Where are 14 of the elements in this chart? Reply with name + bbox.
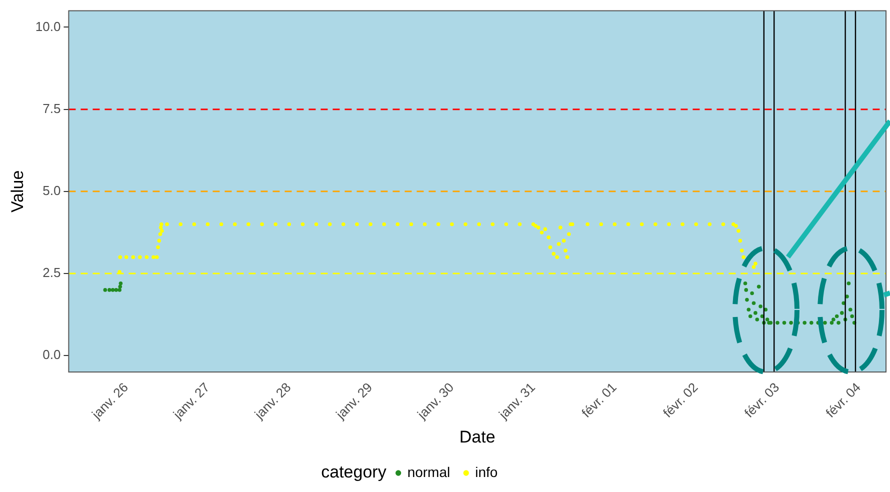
y-tick-label: 0.0	[42, 347, 61, 362]
x-tick-label: févr. 01	[578, 380, 620, 420]
y-tick-label: 7.5	[42, 100, 61, 116]
x-tick-label: févr. 04	[822, 380, 864, 420]
y-tick-label: 2.5	[42, 265, 61, 280]
y-tick-label: 5.0	[42, 183, 61, 198]
x-tick-label: févr. 02	[660, 380, 701, 420]
y-axis-title: Value	[8, 170, 27, 213]
x-tick-label: févr. 03	[741, 380, 782, 420]
legend-label: info	[475, 464, 498, 480]
y-tick-label: 10.0	[35, 18, 61, 34]
legend-label: normal	[407, 464, 450, 480]
x-axis-title: Date	[459, 427, 496, 446]
legend-title: category	[321, 462, 387, 482]
